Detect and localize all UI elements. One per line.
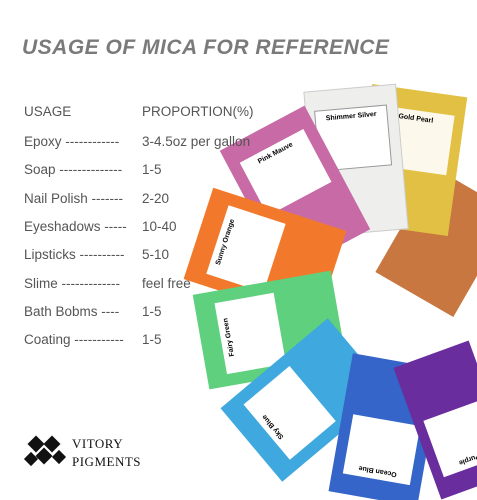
table-row: Eyeshadows ----- 10-40 (24, 219, 177, 234)
table-row: Nail Polish ------- 2-20 (24, 191, 169, 206)
packet (375, 168, 477, 317)
table-row: USAGE PROPORTION(%) (24, 104, 254, 119)
table-cell: PROPORTION(%) (142, 104, 254, 119)
table-cell: Slime ------------- (24, 275, 120, 291)
table-row: Bath Bobms ---- 1-5 (24, 304, 162, 319)
table-cell: Bath Bobms ---- (24, 303, 120, 319)
table-cell: Nail Polish ------- (24, 190, 123, 206)
packet-label: Shimmer Silver (326, 111, 378, 122)
table-row: Epoxy ------------ 3-4.5oz per gallon (24, 134, 250, 149)
logo-text: PIGMENTS (72, 454, 142, 469)
packets: Gold Pearl Shimmer Silver Pink Mauve Sun… (183, 83, 477, 500)
table-row: Coating ----------- 1-5 (24, 332, 162, 347)
table-cell: Coating ----------- (24, 332, 124, 348)
table-row: Slime ------------- feel free (24, 276, 191, 291)
table-cell: Lipsticks ---------- (24, 247, 125, 263)
title: USAGE OF MICA FOR REFERENCE (22, 36, 390, 59)
table-cell: 5-10 (142, 247, 170, 263)
table-cell: 2-20 (142, 190, 170, 206)
table-cell: USAGE (24, 104, 72, 119)
table-cell: 1-5 (142, 332, 162, 348)
table-cell: Epoxy ------------ (24, 134, 120, 149)
logo-text: VITORY (72, 436, 124, 451)
table-cell: 1-5 (142, 162, 162, 178)
table-cell: feel free (142, 275, 191, 291)
logo-mark (23, 435, 67, 467)
packet-label: Gold Pearl (398, 113, 434, 125)
table-cell: 3-4.5oz per gallon (142, 134, 251, 149)
table-row: Lipsticks ---------- 5-10 (24, 247, 169, 262)
table-cell: Soap -------------- (24, 162, 123, 178)
table-cell: Eyeshadows ----- (24, 218, 127, 234)
table-cell: 1-5 (142, 303, 162, 319)
table-row: Soap -------------- 1-5 (24, 162, 162, 177)
table-cell: 10-40 (142, 218, 177, 234)
